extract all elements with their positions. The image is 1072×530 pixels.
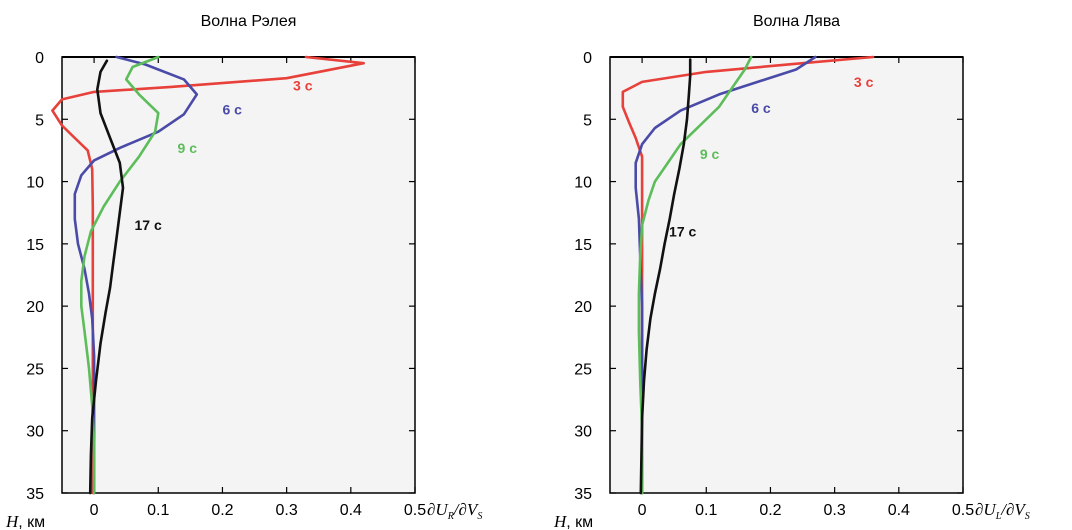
rayleigh-chart-panel: Волна Рэлея 0 0.1 0.2 0.3 0.4 0.5 0 5 10 15 20 25 30 3… [0,0,520,530]
love-series-label-2: 9 c [700,146,720,162]
love-xtick-label: 0.3 [824,502,846,519]
love-ytick-label: 20 [574,299,592,316]
rayleigh-series-line-0 [51,55,365,495]
rayleigh-plot-area [61,56,416,494]
rayleigh-ytick-label: 35 [26,486,44,503]
rayleigh-ytick-label: 10 [26,175,44,192]
rayleigh-x-axis-label: ∂UR/∂VS [427,500,482,522]
rayleigh-ytick-label: 30 [26,424,44,441]
love-series-label-0: 3 c [854,74,874,90]
love-y-axis-label: H, км [553,512,593,530]
love-xtick-label: 0.4 [888,502,910,519]
love-chart-panel: Волна Лява 0 0.1 0.2 0.3 0.4 0.5 0 5 10 15 20 25 30 35… [548,0,1068,530]
love-series-line-1 [634,55,817,495]
love-series-label-3: 17 c [669,223,696,239]
love-ytick-label: 0 [583,50,592,67]
rayleigh-series-label-2: 9 c [178,140,198,156]
rayleigh-series-label-3: 17 c [135,217,162,233]
rayleigh-series-label-1: 6 c [222,101,242,117]
rayleigh-series-line-2 [80,55,160,495]
rayleigh-xtick-label: 0 [90,502,99,519]
rayleigh-series-label-0: 3 c [293,78,313,94]
love-xtick-label: 0 [638,502,647,519]
love-ytick-label: 5 [583,112,592,129]
love-series-line-3 [639,58,692,495]
rayleigh-xtick-label: 0.3 [276,502,298,519]
rayleigh-series-line-1 [73,55,199,495]
love-series-line-2 [637,55,753,495]
rayleigh-ytick-label: 20 [26,299,44,316]
rayleigh-xtick-label: 0.4 [340,502,362,519]
love-chart-title: Волна Лява [753,13,840,30]
love-series-label-1: 6 c [751,100,771,116]
love-ytick-label: 30 [574,424,592,441]
love-xtick-label: 0.5 [952,502,974,519]
love-x-axis-label: ∂UL/∂VS [975,500,1030,522]
rayleigh-chart-title: Волна Рэлея [201,13,297,30]
rayleigh-ytick-label: 5 [35,112,44,129]
rayleigh-ytick-label: 15 [26,237,44,254]
love-ytick-label: 15 [574,237,592,254]
love-chart: Волна Лява 0 0.1 0.2 0.3 0.4 0.5 0 5 10 15 20 25 30 35… [553,13,1030,530]
rayleigh-xtick-label: 0.2 [211,502,233,519]
love-ytick-label: 10 [574,175,592,192]
love-ytick-label: 35 [574,486,592,503]
rayleigh-chart: Волна Рэлея 0 0.1 0.2 0.3 0.4 0.5 0 5 10 15 20 25 30 3… [5,13,482,530]
rayleigh-ytick-label: 25 [26,361,44,378]
love-plot-area [609,56,964,494]
rayleigh-xtick-label: 0.5 [404,502,426,519]
love-ytick-label: 25 [574,361,592,378]
rayleigh-ytick-label: 0 [35,50,44,67]
rayleigh-series-line-3 [88,59,125,495]
love-xtick-label: 0.2 [759,502,781,519]
rayleigh-xtick-label: 0.1 [147,502,169,519]
love-xtick-label: 0.1 [695,502,717,519]
rayleigh-y-axis-label: H, км [5,512,45,530]
